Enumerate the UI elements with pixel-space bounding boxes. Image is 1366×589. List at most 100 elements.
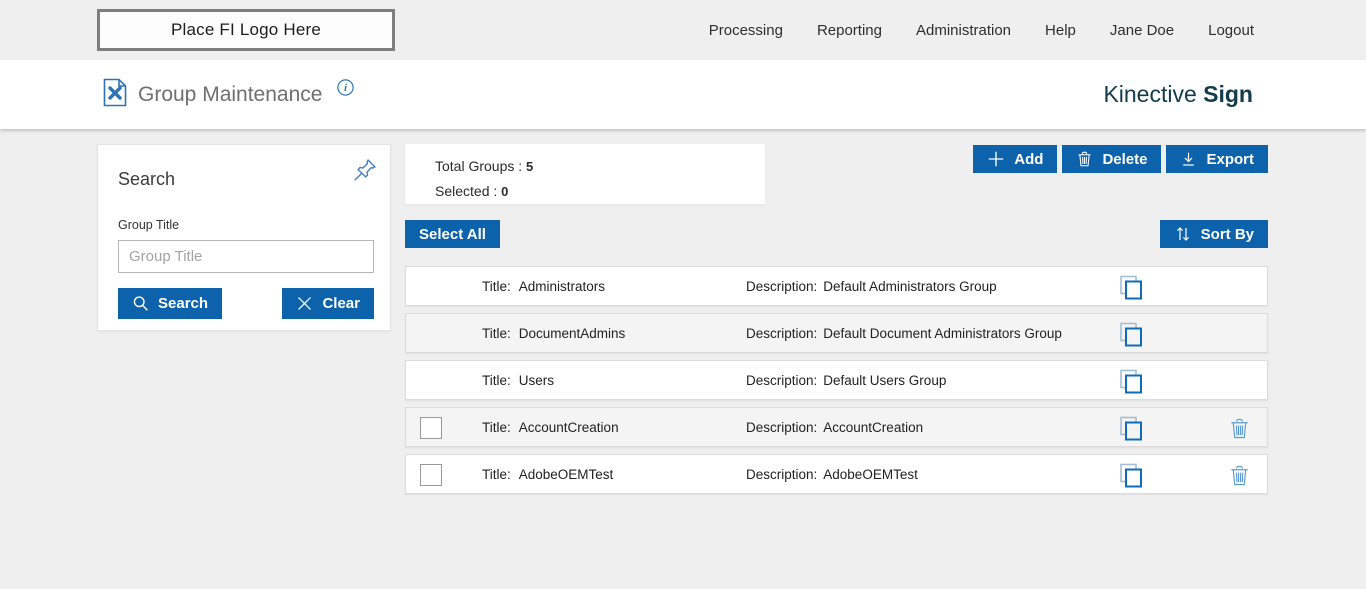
row-description: Description: AccountCreation bbox=[746, 420, 923, 435]
title-value: Users bbox=[518, 372, 555, 388]
select-all-label: Select All bbox=[419, 225, 486, 243]
row-description: Description: Default Document Administra… bbox=[746, 326, 1062, 341]
search-panel: Search Group Title Search Clear bbox=[97, 144, 391, 331]
group-row-administrators: Title: Administrators Description: Defau… bbox=[405, 266, 1268, 306]
search-button[interactable]: Search bbox=[118, 288, 223, 319]
select-all-button[interactable]: Select All bbox=[405, 220, 500, 248]
row-description: Description: Default Administrators Grou… bbox=[746, 279, 997, 294]
title-value: AccountCreation bbox=[518, 419, 619, 435]
nav-logout[interactable]: Logout bbox=[1208, 21, 1254, 39]
row-title: Title: Users bbox=[482, 373, 554, 388]
group-row-users: Title: Users Description: Default Users … bbox=[405, 360, 1268, 400]
clear-button-label: Clear bbox=[322, 295, 360, 312]
top-nav: Processing Reporting Administration Help… bbox=[709, 22, 1254, 39]
nav-administration[interactable]: Administration bbox=[915, 21, 1012, 39]
fi-logo-placeholder: Place FI Logo Here bbox=[97, 9, 395, 51]
brand-product: Sign bbox=[1203, 81, 1253, 107]
nav-reporting[interactable]: Reporting bbox=[816, 21, 882, 39]
group-maintenance-icon bbox=[103, 78, 127, 112]
sort-arrows-icon bbox=[1176, 227, 1189, 241]
description-value: AdobeOEMTest bbox=[823, 466, 918, 482]
nav-user-name[interactable]: Jane Doe bbox=[1109, 21, 1175, 39]
add-button-label: Add bbox=[1014, 150, 1044, 168]
description-value: Default Users Group bbox=[823, 372, 947, 388]
download-icon bbox=[1183, 152, 1195, 166]
list-controls: Select All Sort By bbox=[405, 220, 1268, 248]
copy-icon[interactable] bbox=[1118, 415, 1145, 447]
title-value: DocumentAdmins bbox=[518, 325, 626, 341]
search-button-label: Search bbox=[158, 295, 209, 312]
selected-value: 0 bbox=[501, 184, 509, 199]
page-title: Group Maintenance bbox=[138, 82, 323, 106]
title-bar: Group Maintenance i Kinective Sign bbox=[0, 60, 1366, 129]
row-title: Title: Administrators bbox=[482, 279, 605, 294]
delete-row-icon[interactable] bbox=[1228, 416, 1251, 446]
fi-logo-text: Place FI Logo Here bbox=[170, 20, 322, 39]
group-checkbox[interactable] bbox=[420, 464, 442, 486]
title-value: AdobeOEMTest bbox=[518, 466, 614, 482]
sort-by-label: Sort By bbox=[1200, 225, 1254, 243]
nav-help[interactable]: Help bbox=[1045, 21, 1076, 39]
copy-icon[interactable] bbox=[1118, 274, 1145, 306]
sort-by-button[interactable]: Sort By bbox=[1159, 220, 1268, 248]
group-list: Title: Administrators Description: Defau… bbox=[405, 266, 1268, 494]
title-label: Title: bbox=[482, 325, 511, 341]
main-panel: Total Groups : 5 Selected : 0 Add bbox=[405, 144, 1268, 501]
total-groups-value: 5 bbox=[526, 159, 534, 174]
export-button-label: Export bbox=[1206, 150, 1254, 168]
plus-icon bbox=[989, 151, 1004, 167]
group-row-documentadmins: Title: DocumentAdmins Description: Defau… bbox=[405, 313, 1268, 353]
brand-logo: Kinective Sign bbox=[1103, 81, 1253, 108]
search-actions: Search Clear bbox=[118, 288, 374, 319]
info-icon[interactable]: i bbox=[337, 78, 355, 101]
group-title-input[interactable] bbox=[118, 240, 374, 273]
nav-processing[interactable]: Processing bbox=[708, 21, 783, 39]
toolbar: Add Delete Export bbox=[973, 145, 1268, 173]
selected-label: Selected : bbox=[435, 183, 498, 199]
delete-button[interactable]: Delete bbox=[1062, 145, 1162, 173]
export-button[interactable]: Export bbox=[1166, 145, 1268, 173]
page-title-wrap: Group Maintenance i bbox=[103, 78, 355, 112]
selected-line: Selected : 0 bbox=[435, 179, 765, 204]
search-icon bbox=[133, 296, 148, 311]
row-title: Title: AdobeOEMTest bbox=[482, 467, 613, 482]
clear-button[interactable]: Clear bbox=[282, 288, 374, 319]
group-row-accountcreation: Title: AccountCreation Description: Acco… bbox=[405, 407, 1268, 447]
title-label: Title: bbox=[482, 466, 511, 482]
row-title: Title: AccountCreation bbox=[482, 420, 619, 435]
copy-icon[interactable] bbox=[1118, 368, 1145, 400]
title-label: Title: bbox=[482, 278, 511, 294]
top-bar: Place FI Logo Here Processing Reporting … bbox=[0, 0, 1366, 60]
description-label: Description: bbox=[746, 372, 818, 388]
title-value: Administrators bbox=[518, 278, 606, 294]
description-label: Description: bbox=[746, 278, 818, 294]
description-value: Default Document Administrators Group bbox=[823, 325, 1062, 341]
copy-icon[interactable] bbox=[1118, 321, 1145, 353]
total-groups-line: Total Groups : 5 bbox=[435, 154, 765, 179]
main-top-row: Total Groups : 5 Selected : 0 Add bbox=[405, 144, 1268, 204]
description-value: Default Administrators Group bbox=[823, 278, 997, 294]
brand-name: Kinective bbox=[1103, 81, 1197, 107]
pin-icon[interactable] bbox=[352, 157, 378, 188]
row-description: Description: AdobeOEMTest bbox=[746, 467, 918, 482]
group-title-label: Group Title bbox=[118, 218, 180, 232]
content-area: Search Group Title Search Clear bbox=[0, 129, 1366, 501]
summary-box: Total Groups : 5 Selected : 0 bbox=[405, 144, 765, 204]
delete-row-icon[interactable] bbox=[1228, 463, 1251, 493]
title-label: Title: bbox=[482, 419, 511, 435]
trash-icon bbox=[1078, 151, 1091, 167]
group-checkbox[interactable] bbox=[420, 417, 442, 439]
title-label: Title: bbox=[482, 372, 511, 388]
group-row-adobeoemtest: Title: AdobeOEMTest Description: AdobeOE… bbox=[405, 454, 1268, 494]
svg-text:i: i bbox=[344, 82, 348, 94]
row-description: Description: Default Users Group bbox=[746, 373, 946, 388]
description-label: Description: bbox=[746, 325, 818, 341]
search-panel-title: Search bbox=[118, 169, 176, 189]
row-title: Title: DocumentAdmins bbox=[482, 326, 625, 341]
description-value: AccountCreation bbox=[823, 419, 924, 435]
description-label: Description: bbox=[746, 419, 818, 435]
copy-icon[interactable] bbox=[1118, 462, 1145, 494]
description-label: Description: bbox=[746, 466, 818, 482]
add-button[interactable]: Add bbox=[973, 145, 1058, 173]
clear-x-icon bbox=[298, 297, 312, 310]
